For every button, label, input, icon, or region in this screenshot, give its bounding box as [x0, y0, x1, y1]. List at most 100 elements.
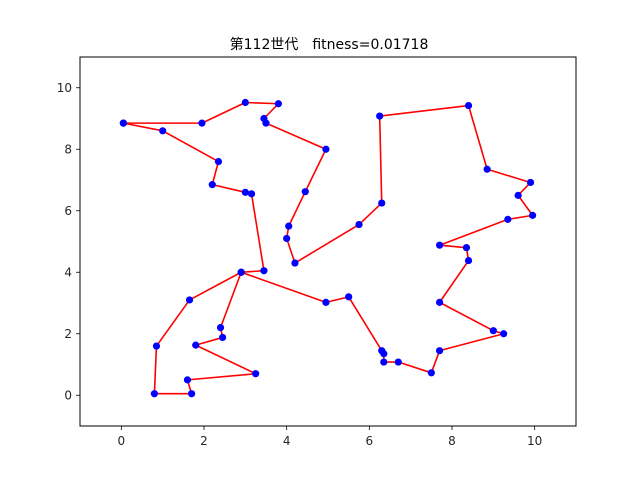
city-point: [241, 98, 249, 107]
city-point: [436, 347, 444, 355]
x-tick-label: 0: [118, 434, 126, 448]
city-point: [464, 256, 473, 265]
route-segment: [285, 237, 296, 264]
city-point: [198, 119, 206, 127]
route-segment: [517, 194, 534, 217]
x-tick-label: 2: [200, 434, 208, 448]
y-tick-label: 0: [64, 388, 72, 402]
city-point: [462, 244, 471, 252]
route-segment: [438, 218, 509, 246]
y-tick-label: 2: [64, 327, 72, 341]
route-segment: [397, 361, 433, 374]
route-segment: [486, 168, 532, 184]
route-segment: [378, 104, 470, 117]
route-segment: [506, 214, 534, 221]
route-segment: [244, 101, 280, 105]
route-segment: [211, 160, 220, 186]
route-segment: [430, 349, 441, 374]
city-point: [464, 101, 473, 110]
city-point: [376, 112, 384, 120]
x-tick-label: 8: [448, 434, 456, 448]
route-segment: [438, 332, 505, 352]
city-point: [247, 190, 256, 198]
route-segment: [155, 299, 191, 347]
route-segment: [194, 344, 257, 375]
route-segment: [153, 345, 158, 395]
route-segment: [161, 130, 220, 163]
route-segment: [347, 296, 383, 352]
route-segment: [211, 183, 247, 194]
city-point: [427, 369, 435, 377]
city-point: [489, 327, 497, 335]
city-point: [237, 268, 245, 276]
x-axis: 0 2 4 6 8 10: [118, 426, 542, 448]
city-point: [119, 119, 127, 127]
city-point: [322, 298, 330, 306]
route-segment: [201, 101, 247, 124]
city-point: [159, 127, 167, 135]
y-tick-label: 10: [57, 81, 72, 95]
city-point: [436, 298, 444, 306]
city-point: [192, 341, 200, 349]
city-point: [504, 215, 512, 223]
route-segment: [378, 115, 383, 204]
y-tick-label: 8: [64, 142, 72, 156]
route-segment: [304, 148, 327, 193]
city-point: [152, 342, 161, 350]
city-point: [436, 241, 444, 249]
route-segment: [265, 122, 327, 151]
x-tick-label: 10: [527, 434, 542, 448]
city-point: [274, 100, 282, 108]
y-tick-label: 6: [64, 204, 72, 218]
city-point: [380, 358, 388, 366]
city-point: [301, 188, 309, 196]
city-point: [260, 114, 268, 123]
city-point: [529, 211, 537, 219]
city-point: [283, 234, 291, 243]
city-point: [208, 181, 216, 189]
city-point: [260, 267, 268, 275]
route-segment: [186, 372, 257, 381]
y-axis: 0 2 4 6 8 10: [57, 81, 80, 402]
city-point: [394, 358, 402, 366]
city-point: [285, 222, 293, 230]
city-point: [483, 165, 491, 173]
plot-frame: [79, 56, 577, 427]
route-segment: [219, 271, 242, 329]
city-point: [241, 188, 249, 196]
route-segment: [250, 193, 265, 272]
chart-title: 第112世代 fitness=0.01718: [230, 36, 429, 53]
marker-layer: [119, 98, 537, 398]
city-point: [355, 220, 363, 229]
y-tick-label: 4: [64, 265, 72, 279]
city-point: [514, 191, 522, 199]
city-point: [252, 370, 260, 378]
route-segment: [438, 259, 470, 304]
city-point: [150, 390, 158, 398]
route-segment: [294, 223, 360, 264]
route-segment: [122, 122, 164, 132]
city-point: [345, 293, 353, 301]
route-segment: [438, 244, 468, 249]
city-point: [500, 330, 508, 338]
route-segment: [287, 190, 307, 227]
x-tick-label: 4: [283, 434, 291, 448]
route-segment: [438, 301, 495, 332]
route-segment: [467, 104, 488, 171]
city-point: [322, 145, 330, 153]
route-segment: [240, 269, 265, 274]
city-point: [185, 296, 194, 304]
route-segment: [194, 336, 224, 346]
route-segment: [188, 271, 242, 301]
plot-area: [80, 57, 576, 426]
city-point: [526, 178, 535, 187]
city-point: [188, 390, 196, 398]
city-point: [219, 333, 227, 342]
city-point: [378, 199, 386, 207]
route-segment: [240, 271, 327, 304]
city-point: [216, 324, 225, 332]
city-point: [380, 350, 388, 358]
route-segment: [325, 296, 350, 304]
x-tick-label: 6: [366, 434, 374, 448]
